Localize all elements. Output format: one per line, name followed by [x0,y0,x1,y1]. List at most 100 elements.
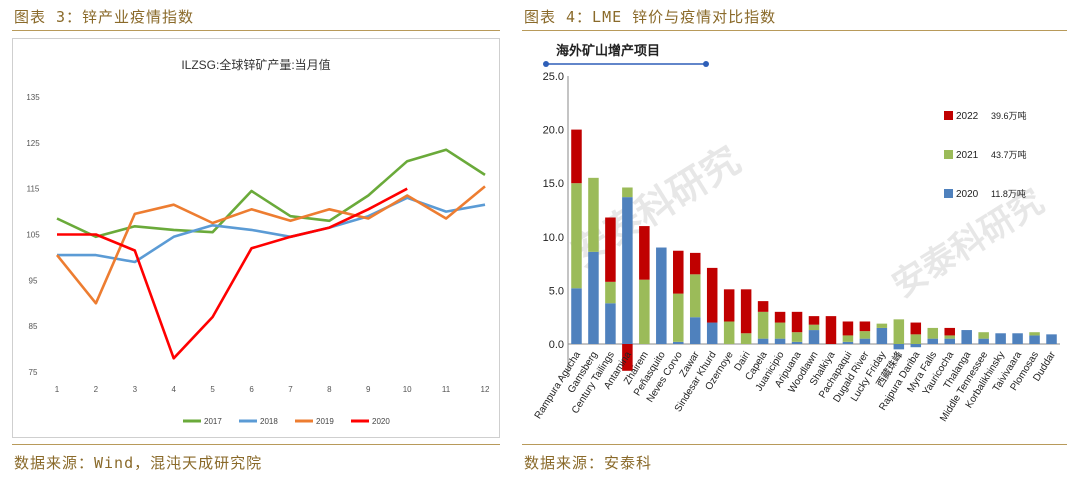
bar-segment-2021 [842,335,854,342]
bar-segment-2020 [859,338,871,344]
bar-segment-2020 [706,322,718,344]
bar-segment-2022 [622,344,633,371]
bar-chart-title: 海外矿山增产项目 [556,43,660,58]
bar-segment-2021 [808,324,820,331]
bar-segment-2020 [978,338,989,344]
bar-segment-2020 [1046,334,1057,344]
bar-segment-2022 [571,129,582,184]
bar-segment-2020 [1029,335,1040,344]
x-tick-label: 7 [288,385,293,394]
bar-segment-2021 [571,183,582,289]
watermark-logo: 安泰科研究 [886,182,1050,304]
left-figure-caption: 图表 3：锌产业疫情指数 [14,8,195,26]
bar-segment-2020 [791,341,803,344]
legend-label-2019: 2019 [316,417,334,426]
y-tick-label: 75 [29,368,38,377]
bar-segment-2021 [859,331,871,339]
bar-segment-2021 [605,281,616,304]
bar-segment-2021 [927,327,939,339]
bar-segment-2020 [961,330,972,344]
bar-segment-2021 [893,319,905,344]
right-top-rule [522,30,1067,31]
right-source-note: 数据来源：安泰科 [524,454,653,472]
bar-segment-2021 [689,274,701,318]
legend-swatch-2022 [944,111,953,120]
bar-segment-2022 [723,289,735,322]
bar-segment-2020 [673,341,684,344]
bar-segment-2020 [1012,333,1023,344]
bar-segment-2022 [808,316,820,325]
bar-segment-2021 [791,332,803,342]
left-chart-panel: ILZSG:全球锌矿产量:当月值 75 85 95 105 115 125 135 1 2 3 4 5 6… [12,38,500,438]
y-tick-label: 95 [29,276,38,285]
bar-segment-2021 [944,335,955,339]
bar-segment-2020 [808,330,820,344]
y-tick-label: 5.0 [549,285,564,297]
bar-segment-2022 [757,301,769,312]
legend-swatch-2020 [944,189,953,198]
bar-segment-2021 [740,333,752,344]
x-tick-label: 8 [327,385,332,394]
bar-segment-2022 [706,267,718,323]
y-tick-label: 0.0 [549,339,564,351]
legend-label-2021: 2021 [956,150,979,161]
x-tick-label: 5 [210,385,215,394]
bar-segment-2020 [571,288,582,344]
bar-segment-2021 [978,332,989,339]
x-tick-label: 4 [172,385,177,394]
series-line-2017 [56,148,486,239]
y-tick-label: 125 [26,139,40,148]
bar-segment-2020 [995,333,1006,344]
legend-value-2021: 43.7万吨 [991,149,1027,160]
bar-segment-2020 [689,317,701,344]
y-tick-label: 15.0 [543,178,564,190]
left-source-note: 数据来源：Wind，混沌天成研究院 [14,454,263,472]
right-bottom-rule [522,444,1067,445]
bar-segment-2020 [893,344,905,350]
bar-segment-2022 [605,217,616,282]
bar-segment-2022 [740,289,752,334]
legend-label-2020: 2020 [372,417,390,426]
bar-segment-2020 [656,247,667,344]
y-tick-label: 25.0 [543,71,564,83]
x-tick-label: 2 [94,385,99,394]
y-tick-label: 135 [26,93,40,102]
right-figure-caption: 图表 4：LME 锌价与疫情对比指数 [524,8,777,26]
bar-segment-2021 [622,187,633,198]
bar-segment-2021 [673,293,684,342]
bar-segment-2022 [944,327,955,336]
legend-value-2022: 39.6万吨 [991,110,1027,121]
y-tick-label: 85 [29,322,38,331]
bar-segment-2021 [723,321,735,344]
legend-value-2020: 11.8万吨 [991,188,1026,199]
bar-segment-2020 [774,338,786,344]
stacked-bar-chart: 安泰科研究 安泰科研究海外矿山增产项目0.05.010.015.020.025.0… [533,43,1060,424]
line-chart-title: ILZSG:全球锌矿产量:当月值 [181,57,330,72]
bar-segment-2021 [910,334,922,344]
bar-segment-2020 [605,303,616,344]
legend-label-2017: 2017 [204,417,222,426]
bar-segment-2020 [757,338,769,344]
x-tick-label: 1 [55,385,60,394]
bar-segment-2021 [876,323,888,328]
legend-label-2018: 2018 [260,417,278,426]
x-tick-label: 11 [442,385,451,394]
bar-segment-2020 [842,341,854,344]
bar-segment-2022 [673,250,684,294]
bar-segment-2020 [927,338,939,344]
bar-segment-2021 [757,311,769,339]
bar-segment-2022 [689,252,701,275]
bar-segment-2020 [910,344,922,348]
bar-segment-2022 [774,311,786,323]
y-tick-label: 10.0 [543,232,564,244]
right-chart-panel: 安泰科研究 安泰科研究 海外矿山增产项目 0.0 5.0 10.0 15.0 20.0 25.0… [522,38,1065,440]
bar-segment-2022 [639,226,650,280]
bar-segment-2021 [639,279,650,344]
series-line-2020 [57,187,408,360]
bar-segment-2021 [588,177,599,252]
x-tick-label: 3 [133,385,138,394]
bar-segment-2022 [791,311,803,333]
title-underline-dot [543,61,549,67]
x-tick-label: 6 [249,385,254,394]
